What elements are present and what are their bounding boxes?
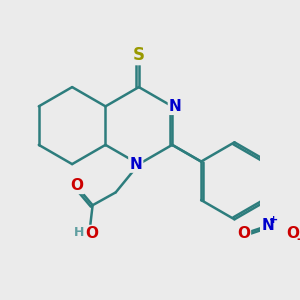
Text: +: + bbox=[269, 215, 278, 225]
Text: N: N bbox=[129, 157, 142, 172]
Text: O: O bbox=[286, 226, 299, 241]
Text: H: H bbox=[74, 226, 85, 239]
Text: O: O bbox=[237, 226, 250, 241]
Text: N: N bbox=[169, 99, 182, 114]
Text: N: N bbox=[262, 218, 274, 233]
Text: -: - bbox=[297, 233, 300, 246]
Text: O: O bbox=[85, 226, 99, 241]
Text: O: O bbox=[71, 178, 84, 193]
Text: S: S bbox=[133, 46, 145, 64]
